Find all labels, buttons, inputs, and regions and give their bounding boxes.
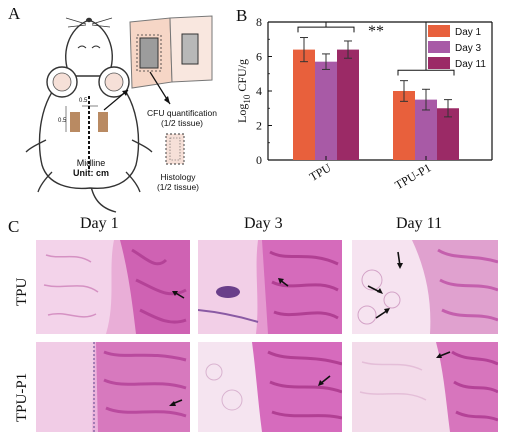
histology-tpu-day11 (352, 240, 498, 334)
cfu-label-line2: (1/2 tissue) (160, 118, 204, 128)
legend-swatch (428, 41, 450, 53)
bar (337, 49, 359, 160)
cfu-label: CFU quantification (1/2 tissue) (136, 108, 228, 128)
histology-tpu-p1-day11 (352, 342, 498, 432)
legend-label: Day 1 (455, 27, 482, 38)
histology-label: Histology (1/2 tissue) (148, 172, 208, 192)
bar (293, 49, 315, 160)
y-axis-label: Log10 CFU/g (235, 59, 252, 123)
legend-swatch (428, 57, 450, 69)
column-label-day1: Day 1 (80, 215, 119, 232)
cfu-label-line1: CFU quantification (147, 108, 217, 118)
legend-label: Day 11 (455, 59, 486, 70)
bracket-tpu-p1 (397, 69, 455, 76)
midline-text: Midline (76, 158, 106, 168)
arrow-icon (439, 351, 451, 357)
histology-label-line1: Histology (160, 172, 196, 182)
x-tick-label: TPU-P1 (392, 160, 433, 192)
column-label-day3: Day 3 (244, 215, 283, 232)
panel-b-letter: B (236, 6, 248, 25)
bar-chart: 0 2 4 6 8 Log10 CFU/g TPU TPU-P1 ** Day 1 Day 3 Day… (235, 15, 493, 192)
bar (437, 108, 459, 160)
x-tick-label: TPU (307, 160, 334, 184)
histology-label-line2: (1/2 tissue) (156, 182, 200, 192)
y-tick-label: 0 (256, 153, 262, 167)
mouse-schematic (25, 15, 213, 213)
dimension-label-2: 0.5 (58, 118, 67, 124)
dimension-label-1: 0.5 (79, 98, 88, 104)
unit-text: Unit: cm (73, 168, 109, 178)
y-tick-label: 8 (256, 15, 262, 29)
y-tick-label: 6 (256, 50, 262, 64)
significance-bracket (325, 21, 427, 71)
histology-tpu-day3 (198, 240, 342, 334)
row-label-tpu: TPU (14, 277, 30, 306)
panel-c-letter: C (8, 217, 20, 236)
y-tick-label: 4 (256, 84, 262, 98)
column-label-day11: Day 11 (396, 215, 443, 232)
y-tick-label: 2 (256, 119, 262, 133)
legend-swatch (428, 25, 450, 37)
bar (315, 61, 337, 160)
legend-label: Day 3 (455, 43, 482, 54)
bracket-tpu (297, 26, 355, 33)
bar (393, 91, 415, 160)
midline-label: Midline Unit: cm (66, 158, 116, 178)
histology-tpu-p1-day1 (36, 342, 190, 432)
panel-a-letter: A (8, 4, 21, 23)
significance-marker: ** (368, 23, 384, 40)
histology-tpu-p1-day3 (198, 342, 342, 432)
histology-tpu-day1 (36, 240, 190, 334)
row-label-tpu-p1: TPU-P1 (14, 372, 30, 422)
bar (415, 99, 437, 160)
